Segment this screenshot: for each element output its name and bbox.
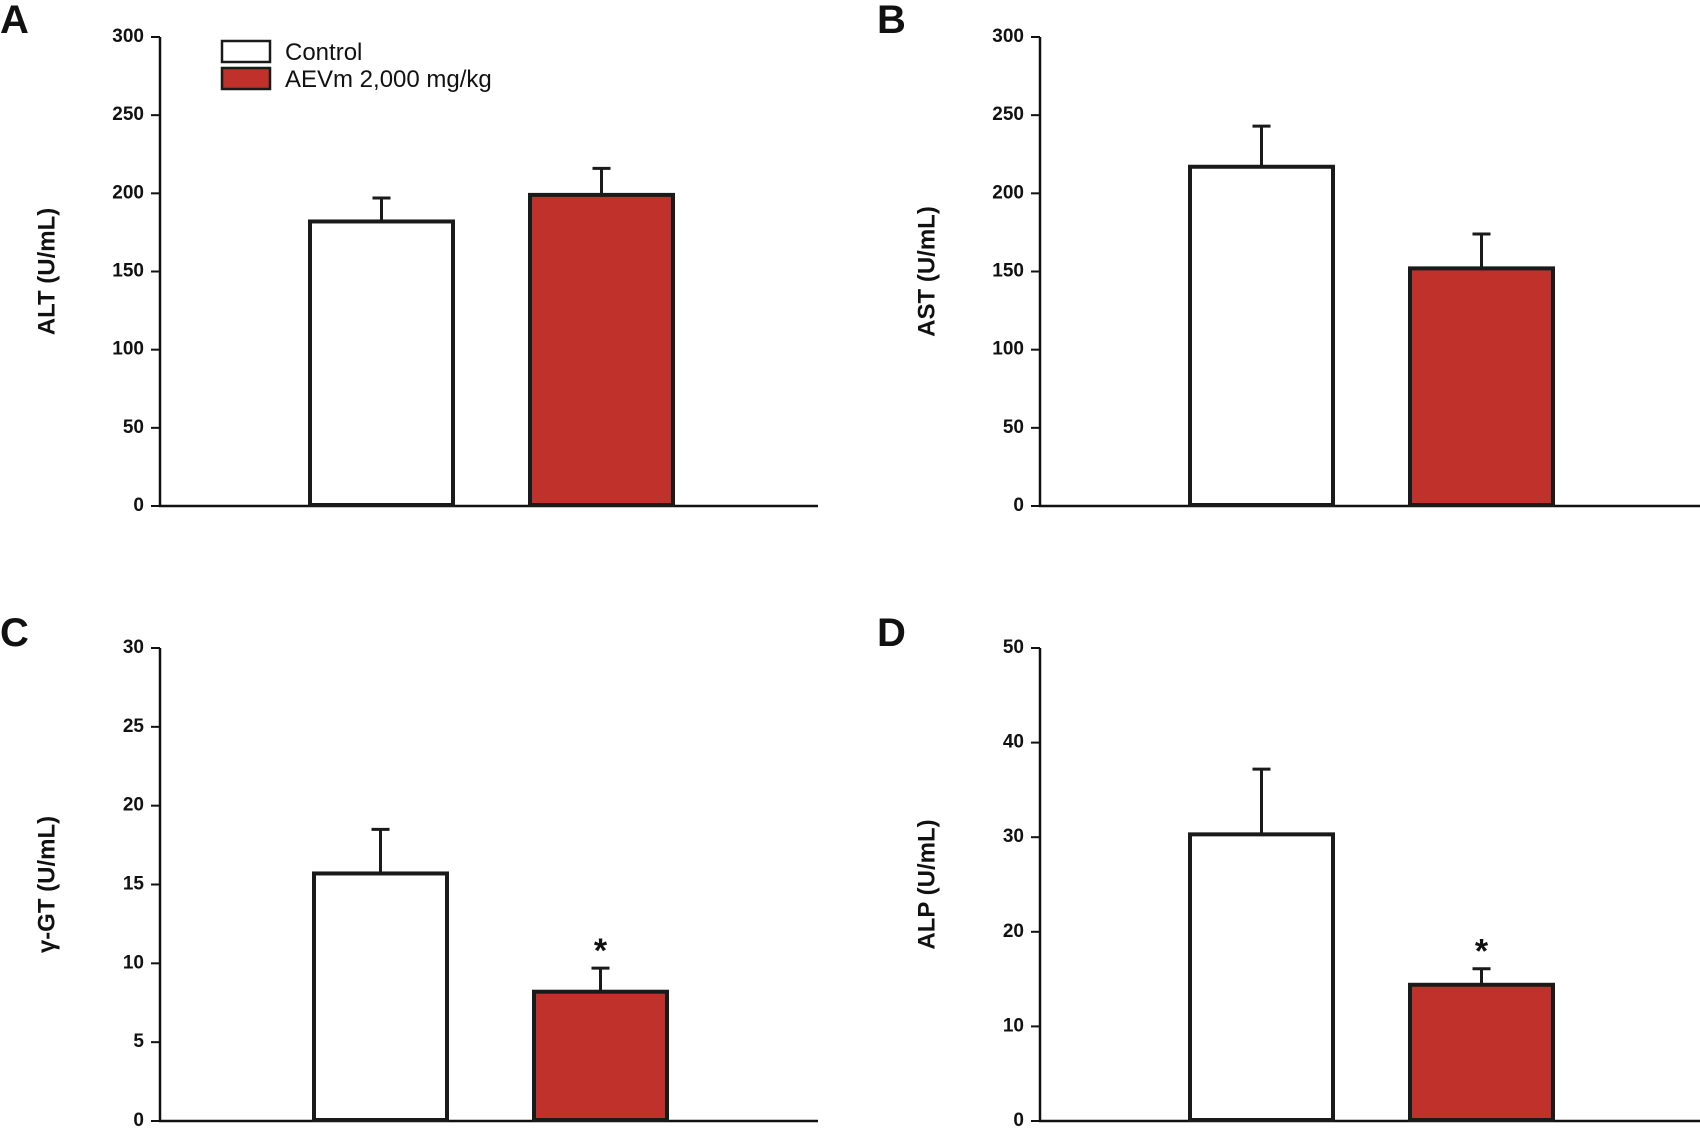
y-tick-label: 300	[112, 26, 144, 47]
panel-letter: D	[877, 611, 906, 655]
significance-mark-treated: *	[1475, 933, 1489, 971]
panel-letter: C	[0, 611, 29, 655]
y-tick-label: 200	[992, 182, 1024, 203]
panel-a: A ALT (U/mL) 0 50 100 150 200 250 300	[0, 0, 818, 516]
bar-control	[312, 871, 449, 1122]
y-tick-label: 50	[1003, 637, 1024, 658]
legend-swatch-control	[220, 39, 272, 64]
y-tick-label: 30	[123, 637, 144, 658]
y-tick-label: 0	[133, 495, 144, 516]
y-tick-label: 20	[123, 795, 144, 816]
bar-treated	[1408, 266, 1555, 507]
bar-control	[1188, 164, 1335, 508]
legend-label-treated: AEVm 2,000 mg/kg	[285, 66, 492, 93]
legend: Control AEVm 2,000 mg/kg	[220, 39, 492, 93]
legend-swatch-treated	[220, 66, 272, 91]
panel-c: Cγ-GT (U/mL) 0 5 10 15 20 25 30 *	[0, 611, 818, 1130]
bar-control	[308, 219, 455, 507]
y-tick-label: 20	[1003, 921, 1024, 942]
y-tick-label: 100	[992, 339, 1024, 360]
y-tick-label: 0	[133, 1110, 144, 1130]
y-tick-label: 10	[123, 952, 144, 973]
y-axis-title: AST (U/mL)	[913, 206, 940, 337]
y-tick-label: 150	[992, 261, 1024, 282]
y-tick-label: 10	[1003, 1015, 1024, 1036]
y-tick-label: 200	[112, 182, 144, 203]
y-axis-title: γ-GT (U/mL)	[33, 816, 60, 953]
y-tick-label: 250	[112, 104, 144, 125]
y-tick-label: 300	[992, 26, 1024, 47]
panel-letter: A	[0, 0, 29, 42]
y-axis-title: ALT (U/mL)	[33, 208, 60, 336]
y-tick-label: 100	[112, 339, 144, 360]
y-tick-label: 0	[1013, 495, 1024, 516]
y-tick-label: 50	[1003, 417, 1024, 438]
y-tick-label: 5	[133, 1031, 144, 1052]
panel-d: D ALP (U/mL) 0 10 20 30 40 50 *	[877, 611, 1700, 1130]
y-tick-label: 150	[112, 261, 144, 282]
bar-treated	[532, 989, 669, 1122]
significance-mark-treated: *	[594, 932, 608, 970]
y-tick-label: 50	[123, 417, 144, 438]
legend-label-control: Control	[285, 39, 362, 66]
y-tick-label: 0	[1013, 1110, 1024, 1130]
y-axis-title: ALP (U/mL)	[913, 819, 940, 949]
y-tick-label: 40	[1003, 732, 1024, 753]
bar-treated	[1408, 982, 1555, 1122]
y-tick-label: 25	[123, 716, 145, 737]
panel-letter: B	[877, 0, 906, 42]
panel-b: B AST (U/mL) 0 50 100 150 200 250 300	[877, 0, 1700, 516]
bar-treated	[528, 192, 675, 507]
y-tick-label: 30	[1003, 826, 1024, 847]
y-tick-label: 250	[992, 104, 1024, 125]
bar-control	[1188, 832, 1335, 1122]
y-tick-label: 15	[123, 874, 145, 895]
